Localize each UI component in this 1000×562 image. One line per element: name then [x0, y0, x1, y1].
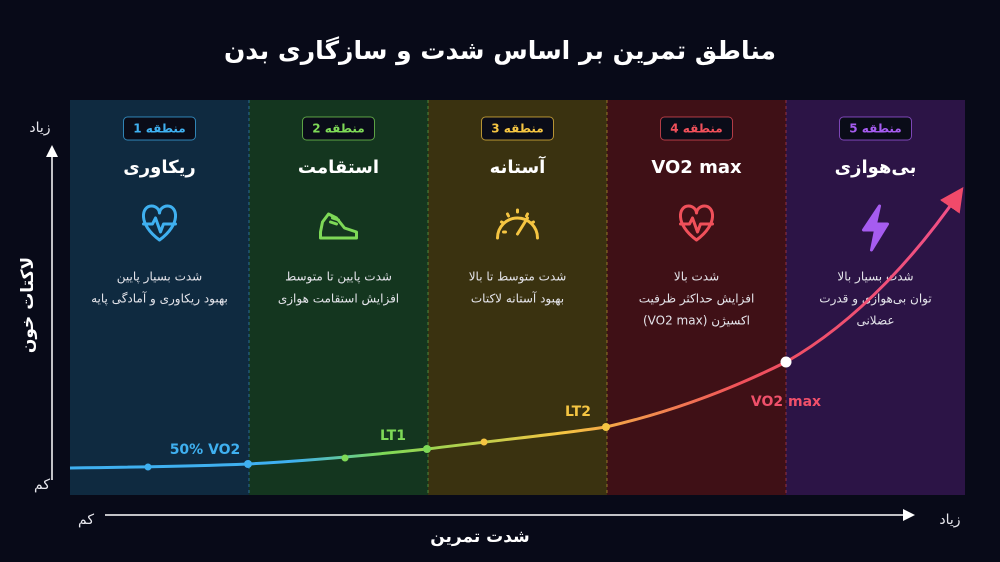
zone-icon: [496, 208, 539, 240]
zone-icon: [862, 204, 889, 252]
zone-description: شدت بالا: [674, 270, 719, 284]
zone-badge: منطقه 1: [133, 122, 185, 136]
marker-label: LT1: [380, 428, 406, 444]
zone-background: [70, 100, 249, 495]
x-low: کم: [78, 512, 94, 528]
badge-box: [839, 116, 912, 141]
zone-title: ریکاوری: [123, 157, 195, 178]
lactate-curve: [69, 187, 964, 470]
zone-description: عضلانی: [856, 314, 894, 328]
zone-description: افزایش استقامت هوازی: [278, 292, 399, 307]
y-label: لاکتات خون: [18, 257, 38, 353]
marker-label: 50% VO2: [170, 442, 241, 458]
zone-description: شدت بسیار بالا: [837, 270, 913, 285]
zone-title: VO2 max: [651, 157, 742, 178]
zone-badge: منطقه 5: [849, 122, 901, 136]
zones: منطقه 1 ریکاوری شدت بسیار پایین بهبود ریکاو…: [70, 100, 965, 495]
zone-description: بهبود ریکاوری و آمادگی پایه: [91, 291, 228, 307]
zone-background: [428, 100, 607, 495]
zone-title: استقامت: [298, 157, 379, 178]
zone-title: آستانه: [490, 155, 546, 178]
zone-description: شدت متوسط تا بالا: [469, 270, 567, 285]
zone-description: شدت پایین تا متوسط: [285, 270, 392, 285]
zone-icon: [319, 212, 358, 240]
zone-badge: منطقه 2: [312, 122, 364, 136]
badge-box: [302, 116, 375, 141]
curve-dots: [144, 356, 792, 471]
zone-icon: [679, 204, 714, 242]
zone-description: شدت بسیار پایین: [117, 270, 203, 285]
zone-description: بهبود آستانه لاکتات: [471, 291, 564, 307]
title: مناطق تمرین بر اساس شدت و سازگاری بدن: [224, 36, 776, 66]
zone-description: اکسیژن (VO2 max): [643, 314, 750, 329]
zone-badge: منطقه 3: [491, 122, 543, 136]
x-high: زیاد: [939, 512, 960, 528]
marker-label: LT2: [565, 404, 591, 420]
zone-background: [249, 100, 428, 495]
y-low: کم: [34, 477, 50, 493]
zone-background: [786, 100, 965, 495]
zone-badge: منطقه 4: [670, 122, 722, 136]
zone-description: توان بی‌هوازی و قدرت: [819, 292, 931, 307]
zone-background: [607, 100, 786, 495]
zone-icon: [142, 204, 177, 242]
zone-description: افزایش حداکثر ظرفیت: [639, 292, 755, 307]
y-high: زیاد: [29, 120, 50, 136]
marker-label: VO2 max: [751, 394, 821, 410]
badge-box: [481, 116, 554, 141]
zone-title: بی‌هوازی: [835, 157, 917, 178]
badge-box: [660, 116, 733, 141]
x-label: شدت تمرین: [430, 527, 530, 547]
badge-box: [123, 116, 196, 141]
